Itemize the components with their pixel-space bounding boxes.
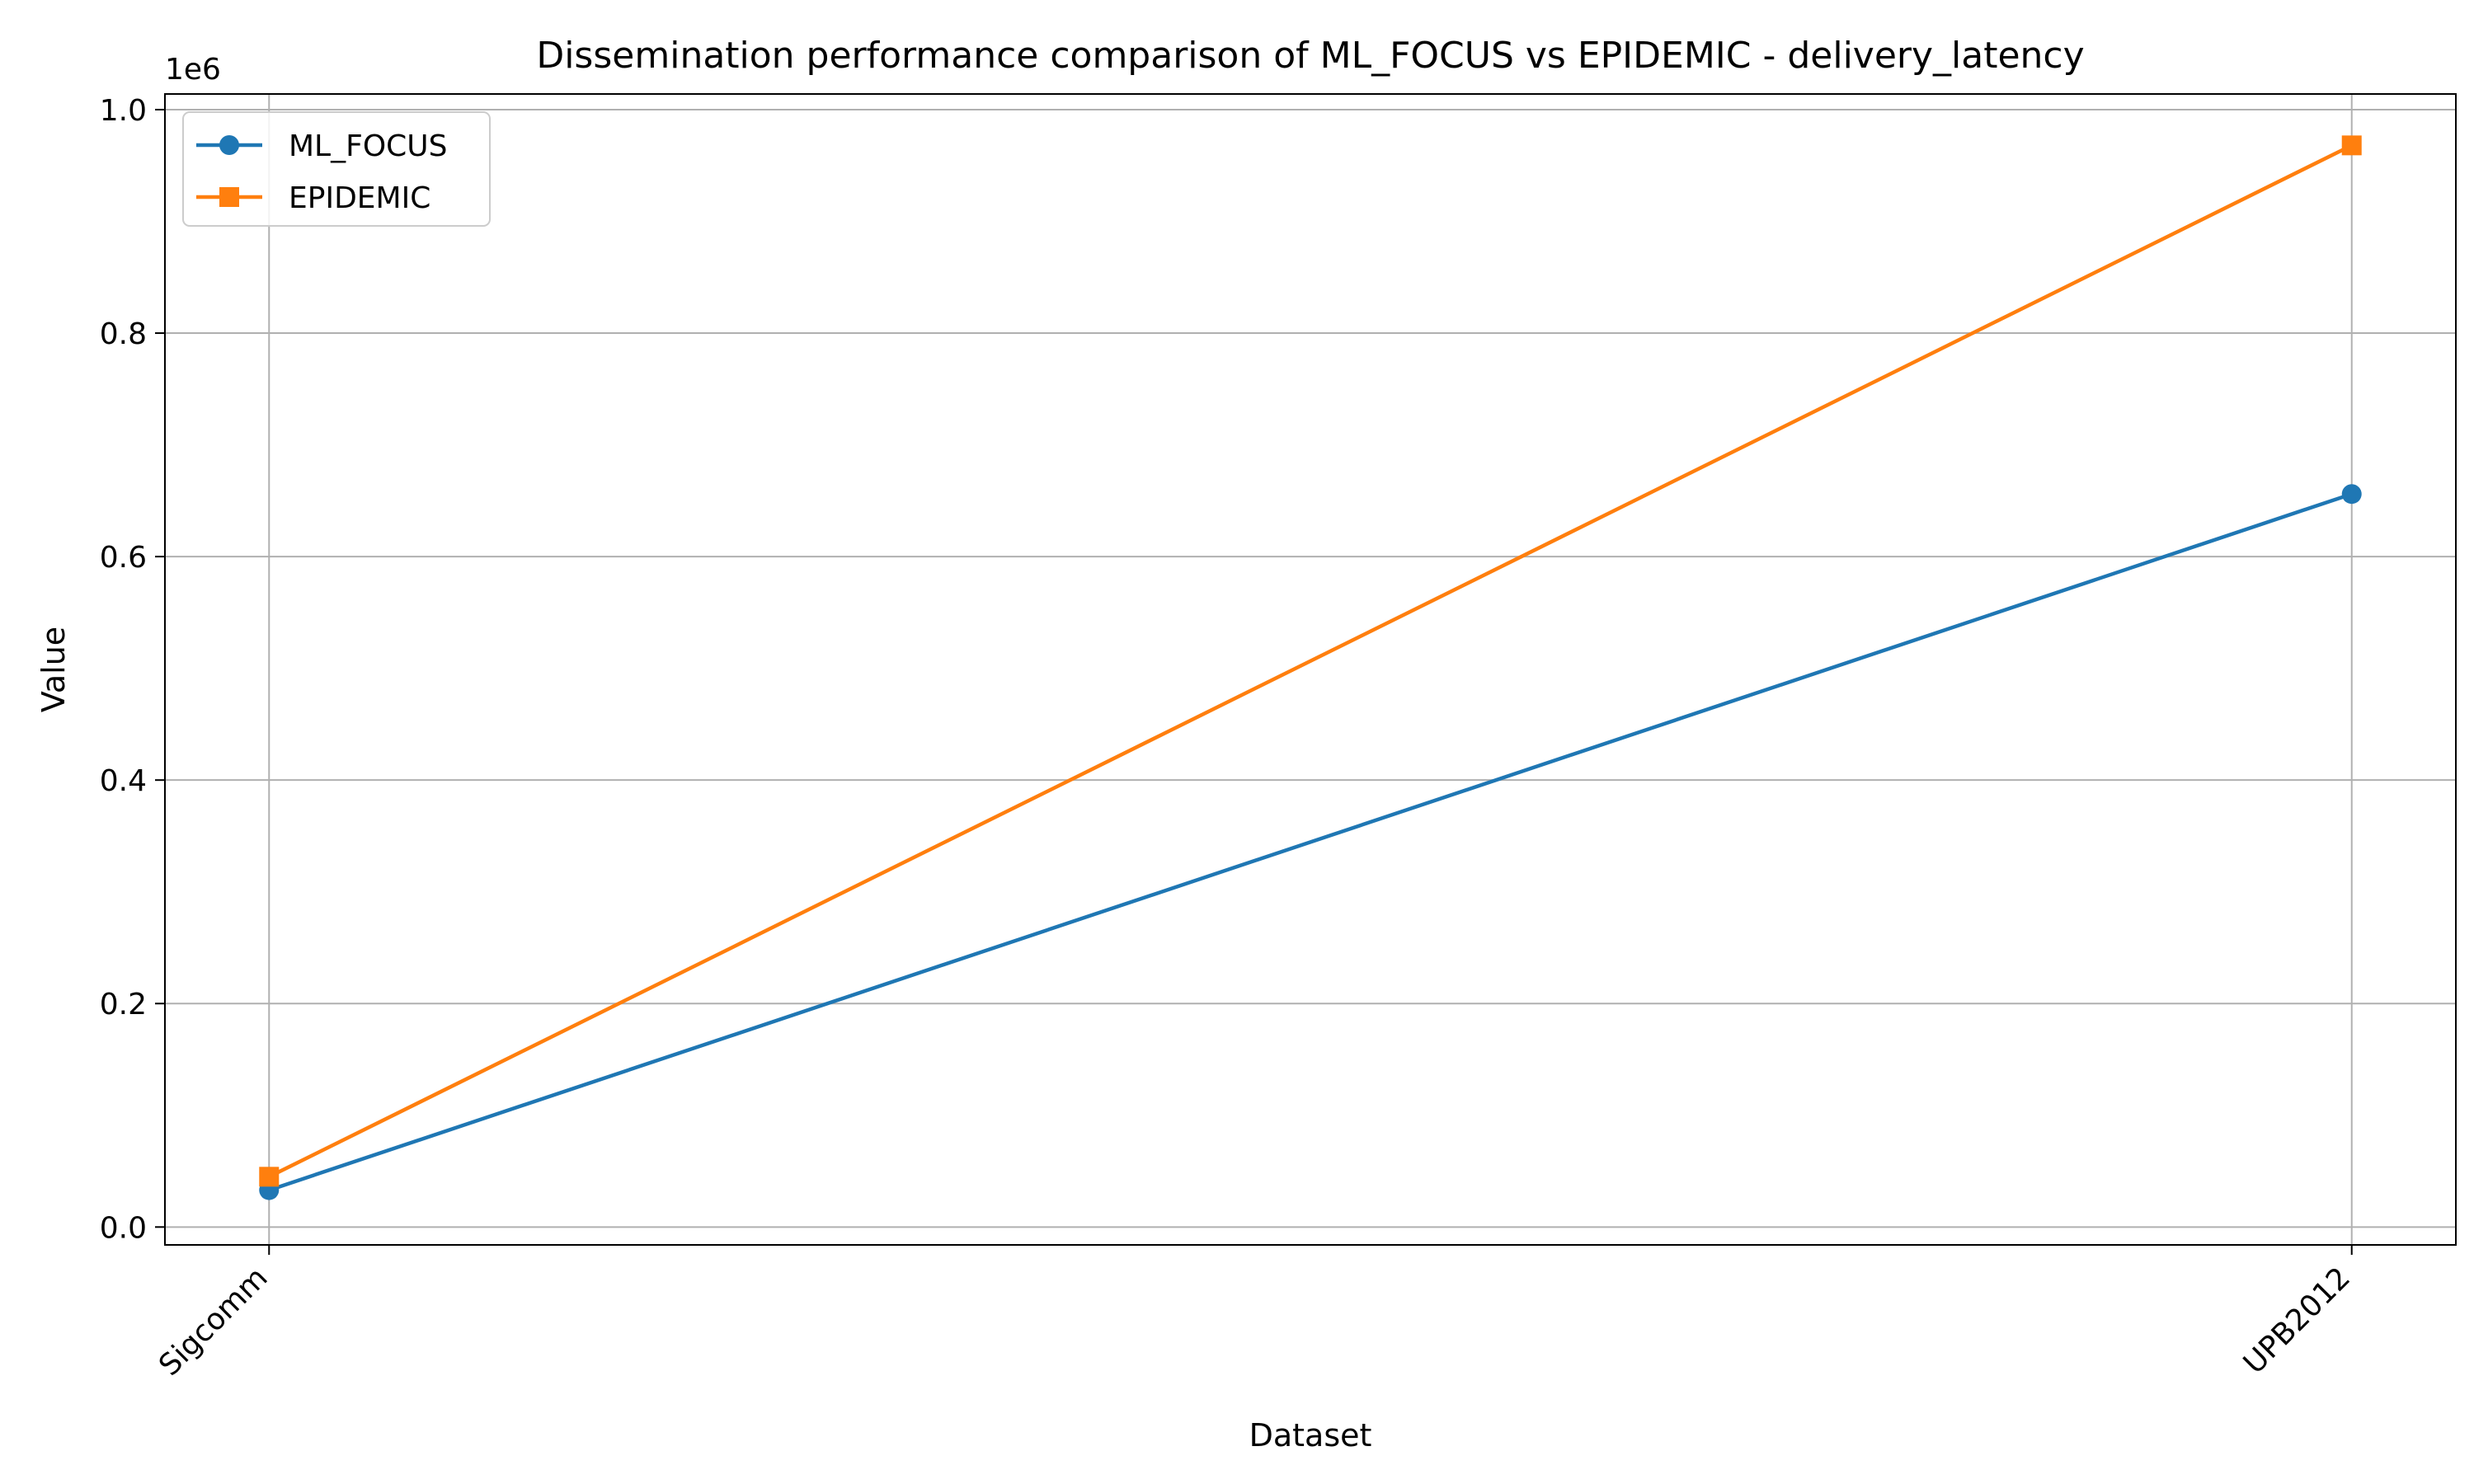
legend-marker — [219, 135, 239, 155]
y-tick-label: 0.0 — [100, 1211, 147, 1245]
series-line-ml-focus — [268, 492, 2353, 1192]
data-point — [2341, 484, 2362, 505]
legend-label: ML_FOCUS — [289, 129, 448, 163]
grid — [165, 94, 2456, 1245]
y-tick-label: 0.8 — [100, 317, 147, 351]
y-tick-label: 1.0 — [100, 94, 147, 128]
legend-marker — [219, 187, 239, 207]
legend-label: EPIDEMIC — [289, 181, 430, 215]
series-line-epidemic — [268, 143, 2353, 1179]
x-axis-label: Dataset — [1249, 1417, 1372, 1453]
data-point — [2341, 135, 2362, 156]
legend: ML_FOCUS EPIDEMIC — [182, 111, 491, 227]
y-tick-label: 0.2 — [100, 988, 147, 1021]
y-tick-label: 0.6 — [100, 541, 147, 575]
y-tick-label: 0.4 — [100, 764, 147, 798]
plot-frame — [164, 93, 2457, 1246]
data-point — [259, 1167, 280, 1187]
y-axis-multiplier: 1e6 — [165, 53, 221, 87]
y-axis-label: Value — [35, 627, 72, 712]
chart-title: Dissemination performance comparison of … — [536, 35, 2084, 77]
series-layer — [259, 135, 2362, 1200]
